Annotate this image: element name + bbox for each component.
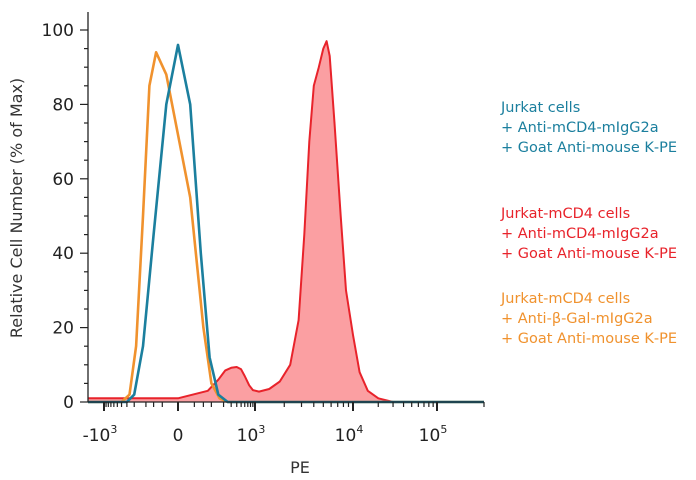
x-tick-label: 103 bbox=[237, 423, 266, 446]
series-line-2 bbox=[88, 40, 484, 403]
legend-series-2: Jurkat-mCD4 cells + Anti-mCD4-mIgG2a + G… bbox=[501, 204, 677, 264]
x-tick-label: -103 bbox=[83, 423, 118, 446]
series-area-2 bbox=[88, 41, 484, 402]
legend-line: + Goat Anti-mouse Κ-PE bbox=[501, 246, 678, 262]
legend-line: Jurkat-mCD4 cells bbox=[501, 291, 631, 307]
legend-series-1: Jurkat cells + Anti-mCD4-mIgG2a + Goat A… bbox=[501, 98, 677, 158]
x-axis-title: PE bbox=[290, 458, 310, 477]
y-ticks: 0 20 40 60 80 100 bbox=[42, 21, 88, 413]
y-tick-label: 80 bbox=[52, 95, 74, 115]
legend-line: Jurkat-mCD4 cells bbox=[501, 206, 631, 222]
y-tick-label: 60 bbox=[52, 170, 74, 190]
series-line-1 bbox=[88, 43, 484, 404]
y-tick-label: 40 bbox=[52, 244, 74, 264]
x-ticks: -103 0 103 104 105 bbox=[83, 402, 485, 446]
x-tick-label: 105 bbox=[419, 423, 448, 446]
plot-area bbox=[88, 40, 484, 404]
legend-line: + Anti-mCD4-mIgG2a bbox=[501, 120, 659, 136]
series-line-3 bbox=[88, 51, 484, 404]
y-tick-label: 100 bbox=[42, 21, 74, 41]
y-tick-label: 20 bbox=[52, 319, 74, 339]
axes bbox=[87, 12, 484, 403]
x-tick-label: 0 bbox=[173, 426, 184, 446]
x-tick-label: 104 bbox=[335, 423, 364, 446]
legend-line: + Anti-mCD4-mIgG2a bbox=[501, 226, 659, 242]
legend-line: + Goat Anti-mouse Κ-PE bbox=[501, 331, 678, 347]
y-tick-label: 0 bbox=[63, 393, 74, 413]
legend-series-3: Jurkat-mCD4 cells + Anti-β-Gal-mIgG2a + … bbox=[501, 289, 677, 349]
legend-line: + Goat Anti-mouse Κ-PE bbox=[501, 140, 678, 156]
y-axis-title: Relative Cell Number (% of Max) bbox=[7, 78, 26, 338]
legend-line: + Anti-β-Gal-mIgG2a bbox=[501, 311, 653, 327]
legend-line: Jurkat cells bbox=[501, 100, 581, 116]
